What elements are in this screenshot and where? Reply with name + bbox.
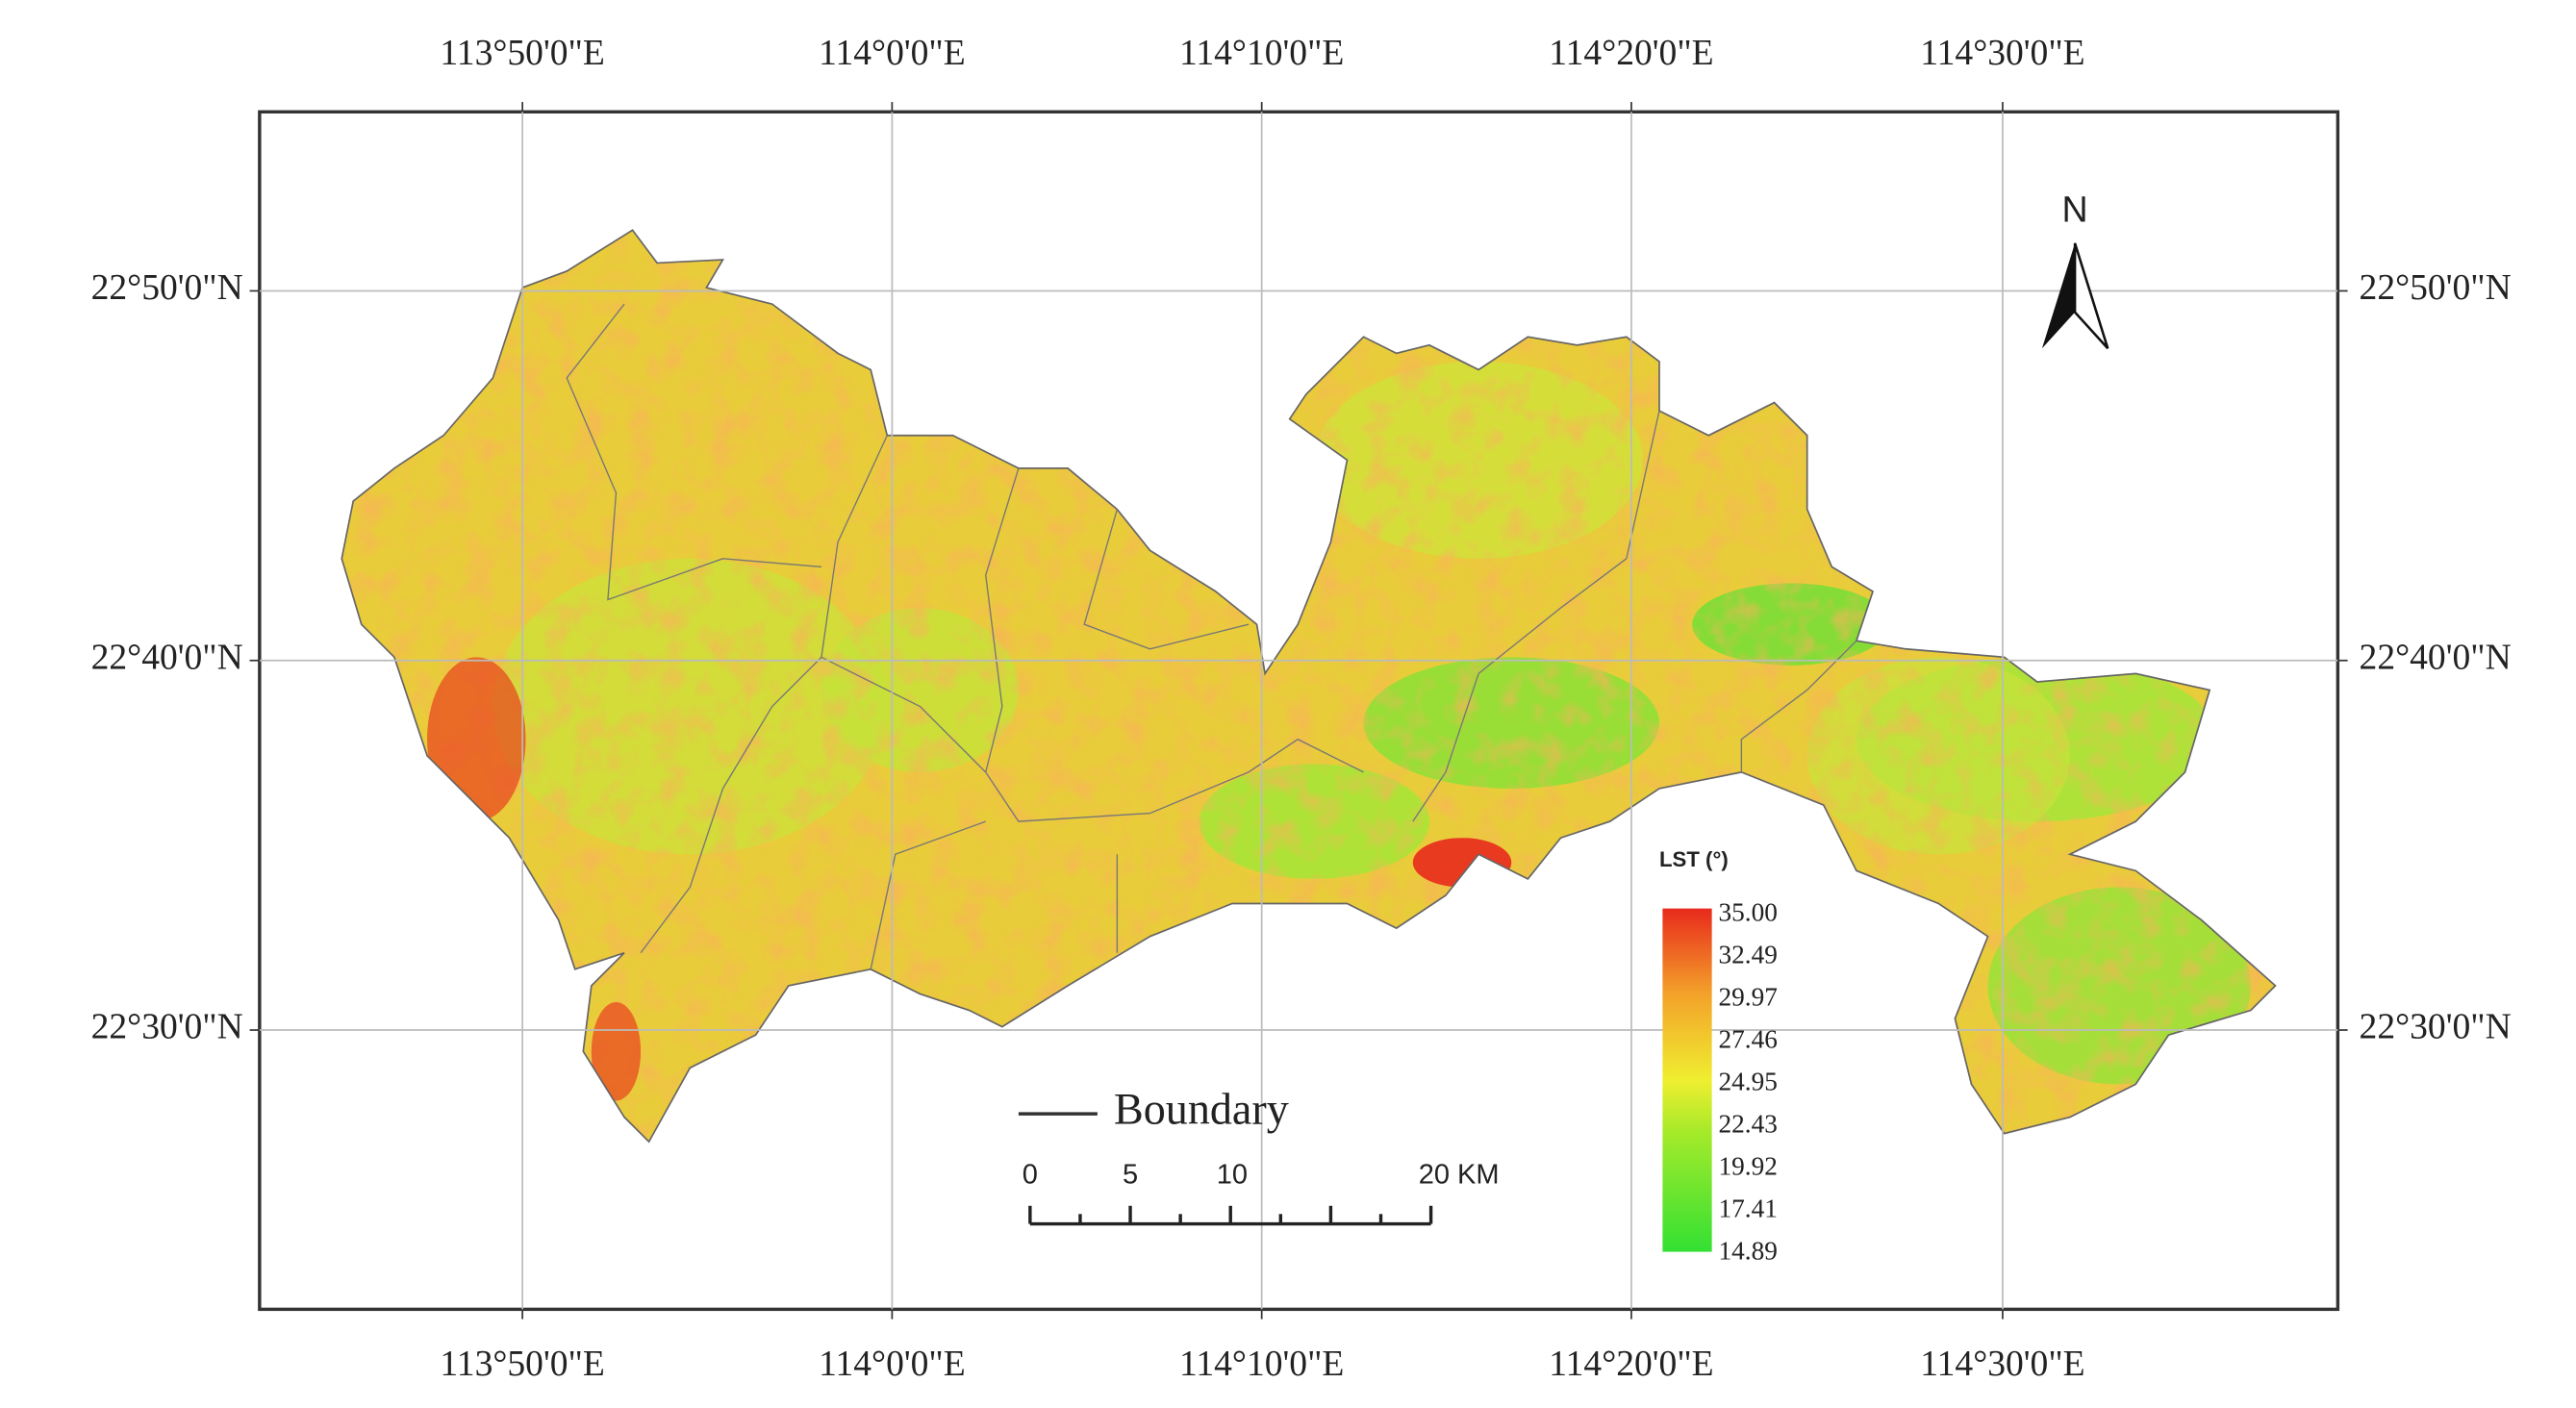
scale-label: 5: [1123, 1160, 1138, 1191]
lat-label: 22°30'0"N: [2360, 1008, 2512, 1047]
lon-label: 114°0'0"E: [819, 1345, 966, 1384]
legend-value: 19.92: [1718, 1152, 1777, 1181]
lon-label: 114°20'0"E: [1549, 34, 1713, 73]
color-ramp: [1662, 908, 1712, 1252]
legend-value: 22.43: [1718, 1110, 1777, 1139]
legend-value: 24.95: [1718, 1068, 1777, 1096]
lat-label: 22°50'0"N: [91, 268, 243, 308]
lon-label: 114°30'0"E: [1920, 34, 2084, 73]
legend-value: 35.00: [1718, 898, 1777, 927]
scale-label: 10: [1217, 1160, 1248, 1191]
lon-label: 113°50'0"E: [440, 34, 604, 73]
scale-bar: 0 5 10 20 KM: [1023, 1160, 1500, 1226]
legend-value: 17.41: [1718, 1194, 1777, 1223]
district-boundaries: [566, 303, 1857, 969]
scale-label: 0: [1023, 1160, 1038, 1191]
lat-label: 22°40'0"N: [2360, 638, 2512, 677]
north-label: N: [2062, 189, 2088, 229]
legend-title: LST (°): [1659, 847, 1729, 871]
lat-label: 22°30'0"N: [91, 1008, 243, 1047]
scale-label: 20 KM: [1419, 1160, 1500, 1191]
lon-label: 114°20'0"E: [1549, 1345, 1713, 1384]
boundary-legend: Boundary: [1018, 1085, 1289, 1134]
lat-label: 22°40'0"N: [91, 638, 243, 677]
legend-value: 32.49: [1718, 941, 1777, 969]
lon-label: 114°10'0"E: [1179, 34, 1344, 73]
lst-legend: LST (°) 35.00 32.49 29.97 27.46 24.95 22.43 19…: [1659, 847, 1778, 1266]
legend-value: 29.97: [1718, 983, 1777, 1012]
boundary-outline: [341, 229, 2277, 1144]
lon-label: 114°30'0"E: [1920, 1345, 2084, 1384]
legend-value: 27.46: [1718, 1025, 1777, 1054]
lat-label: 22°50'0"N: [2360, 268, 2512, 308]
graticule: [249, 102, 2348, 1320]
legend-value: 14.89: [1718, 1237, 1777, 1266]
lon-label: 114°10'0"E: [1179, 1345, 1344, 1384]
lon-label: 114°0'0"E: [819, 34, 966, 73]
boundary-label: Boundary: [1114, 1085, 1289, 1134]
lon-label: 113°50'0"E: [440, 1345, 604, 1384]
